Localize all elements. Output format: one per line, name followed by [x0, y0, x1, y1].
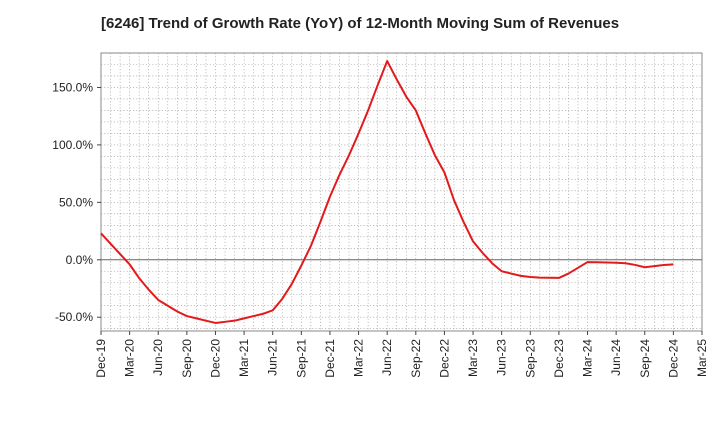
x-axis-ticks: Dec-19 Mar-20 Jun-20 Sep-20 Dec-20 Mar-21 Jun-… — [94, 331, 709, 378]
x-tick-label: Sep-22 — [409, 339, 423, 378]
x-tick-label: Sep-24 — [638, 339, 652, 378]
x-tick-label: Jun-22 — [380, 339, 394, 376]
x-tick-label: Mar-24 — [581, 339, 595, 377]
y-axis-ticks: -50.0% 0.0% 50.0% 100.0% 150.0% — [52, 80, 101, 324]
y-tick-label: 0.0% — [66, 253, 94, 267]
x-tick-label: Jun-20 — [151, 339, 165, 376]
x-tick-label: Sep-23 — [523, 339, 537, 378]
x-tick-label: Mar-22 — [352, 339, 366, 377]
grid-lines — [101, 53, 702, 331]
x-tick-label: Dec-20 — [208, 339, 222, 378]
y-tick-label: 150.0% — [52, 80, 93, 94]
y-tick-label: -50.0% — [55, 310, 93, 324]
x-tick-label: Sep-20 — [180, 339, 194, 378]
x-tick-label: Dec-21 — [323, 339, 337, 378]
x-tick-label: Jun-23 — [495, 339, 509, 376]
plot-area — [100, 52, 703, 332]
x-tick-label: Dec-22 — [437, 339, 451, 378]
y-tick-label: 100.0% — [52, 138, 93, 152]
x-tick-label: Mar-25 — [695, 339, 709, 377]
series-line — [100, 60, 674, 324]
x-tick-label: Dec-19 — [94, 339, 108, 378]
x-tick-label: Mar-21 — [237, 339, 251, 377]
x-tick-label: Mar-20 — [123, 339, 137, 377]
x-tick-label: Jun-21 — [266, 339, 280, 376]
chart-title: [6246] Trend of Growth Rate (YoY) of 12-… — [100, 15, 620, 32]
x-tick-label: Mar-23 — [466, 339, 480, 377]
series-lines — [100, 60, 674, 324]
x-tick-label: Dec-23 — [552, 339, 566, 378]
y-tick-label: 50.0% — [59, 195, 93, 209]
x-tick-label: Sep-21 — [294, 339, 308, 378]
x-tick-label: Jun-24 — [609, 339, 623, 376]
x-tick-label: Dec-24 — [666, 339, 680, 378]
